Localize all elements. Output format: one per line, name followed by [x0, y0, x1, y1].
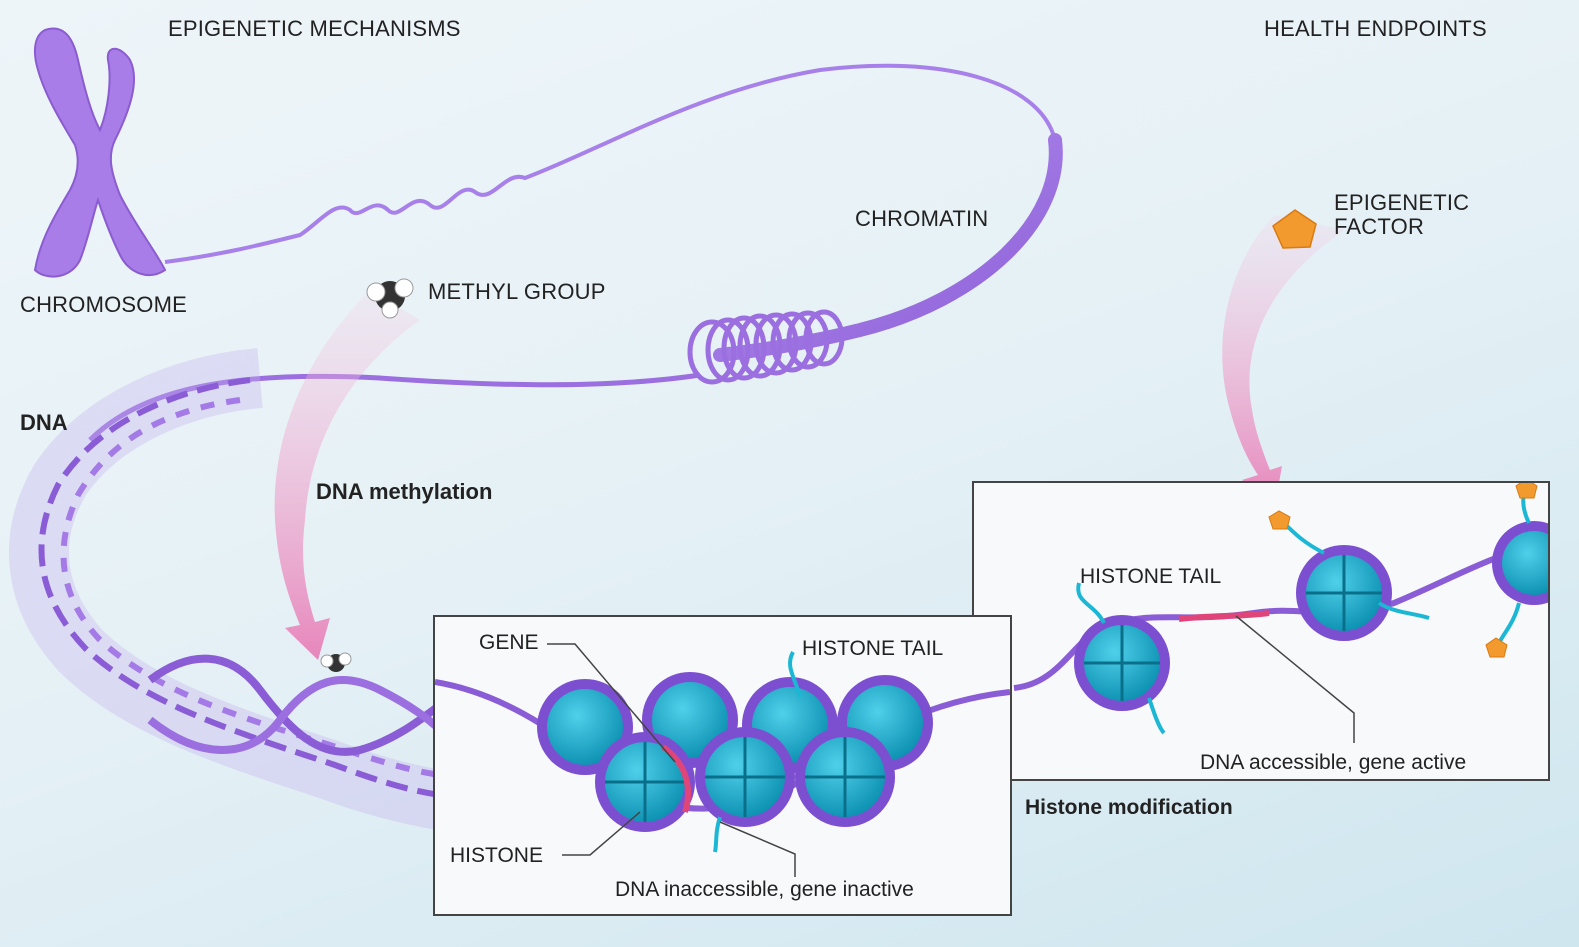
- chromatin-strand: [164, 63, 1057, 264]
- chromatin-to-dna: [88, 372, 701, 442]
- active-nucleosome: [1296, 545, 1392, 641]
- methylation-arrow: [274, 290, 420, 660]
- epigenetic-factor-shape: [1272, 209, 1317, 249]
- histone-label: HISTONE: [450, 844, 543, 867]
- inactive-caption: DNA inaccessible, gene inactive: [615, 878, 914, 901]
- epigenetic-factor-line2: FACTOR: [1334, 214, 1425, 239]
- epigenetic-factor-label: EPIGENETIC FACTOR: [1334, 191, 1469, 239]
- active-nucleosome: [1074, 615, 1170, 711]
- panel-inactive-art: [435, 643, 1010, 877]
- methyl-group-attached: [320, 652, 352, 672]
- methyl-group-molecule: [366, 278, 414, 319]
- panel-active-art: [1013, 483, 1548, 743]
- inactive-histone-tail: [788, 651, 802, 698]
- histone-modification-label: Histone modification: [1025, 796, 1233, 819]
- chromatin-label: CHROMATIN: [855, 206, 989, 231]
- factor-arrow: [1222, 215, 1345, 505]
- inactive-histone-tail-bottom: [713, 816, 722, 853]
- inactive-leader-lines: [547, 643, 796, 877]
- epigenetic-factor-line1: EPIGENETIC: [1334, 190, 1470, 215]
- dna-methylation-label: DNA methylation: [316, 479, 493, 504]
- dna-helix: [8, 348, 446, 830]
- header-epigenetic-mechanisms: EPIGENETIC MECHANISMS: [168, 16, 461, 41]
- inactive-histone-tail-label: HISTONE TAIL: [802, 637, 944, 660]
- panel-gene-inactive: GENE HISTONE TAIL HISTONE DNA inaccessib…: [433, 615, 1012, 916]
- chromosome-label: CHROMOSOME: [20, 292, 187, 317]
- header-health-endpoints: HEALTH ENDPOINTS: [1264, 16, 1487, 41]
- methyl-group-label: METHYL GROUP: [428, 279, 606, 304]
- chromatin-coil: [687, 309, 845, 385]
- inactive-nucleosome-cluster: [537, 672, 933, 832]
- active-nucleosome: [1492, 521, 1548, 605]
- gene-label: GENE: [479, 631, 539, 654]
- gene-segment: [661, 744, 691, 813]
- active-factor-markers: [1268, 483, 1538, 658]
- active-caption: DNA accessible, gene active: [1200, 751, 1467, 774]
- chromosome-shape: [33, 27, 167, 278]
- active-histone-tail-label: HISTONE TAIL: [1080, 565, 1222, 588]
- chromatin-loop: [713, 133, 1063, 362]
- panel-gene-active: HISTONE TAIL DNA accessible, gene active: [972, 481, 1550, 781]
- dna-label: DNA: [20, 410, 68, 435]
